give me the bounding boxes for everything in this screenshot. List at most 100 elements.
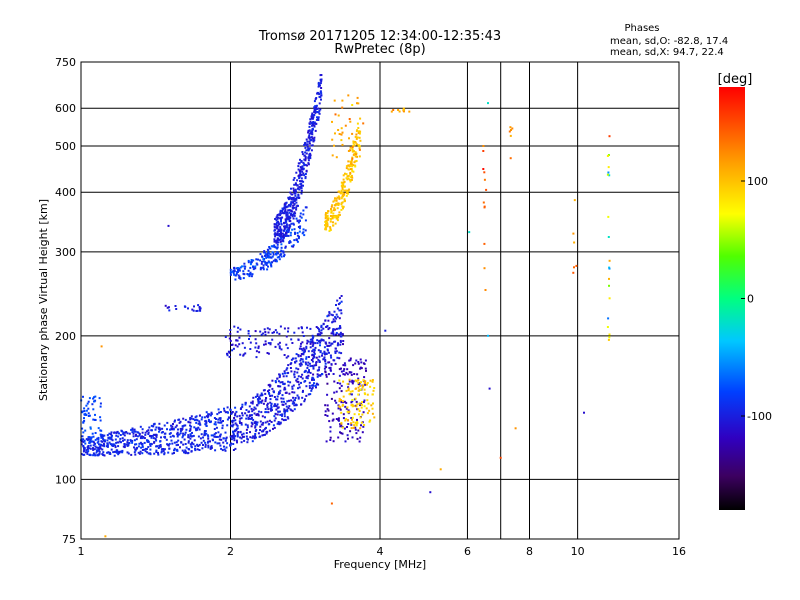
data-point	[354, 422, 357, 425]
data-point	[325, 222, 327, 225]
data-point	[227, 350, 230, 353]
data-point	[356, 422, 359, 425]
data-point	[311, 341, 314, 344]
data-point	[340, 181, 343, 184]
data-point	[346, 426, 348, 428]
data-point	[368, 409, 371, 412]
data-point	[318, 112, 321, 115]
data-point	[607, 215, 610, 218]
data-point	[358, 132, 361, 135]
data-point	[270, 264, 273, 267]
data-point	[331, 204, 334, 207]
data-point	[141, 437, 144, 440]
data-point	[236, 267, 239, 269]
data-point	[267, 423, 270, 426]
data-point	[343, 198, 346, 201]
data-point	[357, 389, 360, 392]
data-point	[311, 376, 314, 379]
data-point	[294, 231, 296, 234]
data-point	[259, 397, 261, 400]
data-point	[213, 423, 216, 426]
data-point	[273, 405, 276, 408]
data-point	[306, 145, 309, 148]
data-point	[307, 162, 310, 165]
data-point	[302, 162, 305, 165]
data-point	[214, 441, 217, 444]
data-point	[114, 450, 117, 453]
data-point	[252, 408, 255, 411]
data-point	[275, 223, 278, 226]
data-point	[351, 176, 354, 179]
data-point	[155, 426, 158, 429]
data-point	[277, 421, 280, 424]
data-point	[96, 441, 99, 444]
data-point	[297, 375, 300, 378]
data-point	[329, 226, 332, 229]
data-point	[278, 258, 281, 261]
data-point	[300, 160, 303, 162]
data-point	[266, 327, 269, 330]
data-point	[187, 441, 190, 444]
data-point	[330, 363, 333, 366]
data-point	[172, 428, 175, 431]
data-point	[92, 444, 95, 447]
data-point	[286, 416, 289, 419]
data-point	[361, 413, 364, 416]
data-point	[338, 309, 341, 312]
data-point	[302, 335, 305, 337]
data-point	[264, 331, 267, 333]
data-point	[317, 116, 320, 119]
data-point	[293, 399, 296, 402]
data-point	[338, 357, 341, 360]
data-point	[215, 426, 218, 429]
data-point	[342, 343, 344, 346]
data-point	[316, 111, 319, 113]
data-point	[115, 431, 118, 434]
data-point	[283, 229, 286, 232]
data-point	[351, 403, 354, 406]
data-point	[296, 240, 299, 243]
data-point	[245, 435, 248, 438]
data-point	[296, 380, 299, 383]
data-point	[179, 430, 182, 432]
x-tick-label: 16	[672, 545, 686, 558]
data-point	[341, 432, 344, 435]
data-point	[213, 428, 216, 430]
data-point	[332, 221, 334, 224]
data-point	[192, 434, 195, 437]
data-point	[113, 431, 116, 434]
data-point	[146, 451, 149, 454]
data-point	[292, 217, 295, 220]
data-point	[292, 204, 295, 207]
data-point	[322, 327, 325, 330]
data-point	[277, 216, 280, 219]
data-point	[310, 117, 313, 120]
data-point	[243, 262, 246, 265]
data-point	[120, 429, 123, 432]
data-point	[274, 260, 277, 263]
data-point	[482, 201, 485, 204]
data-point	[301, 349, 304, 352]
colorbar-tick-label: 0	[747, 293, 754, 306]
data-point	[157, 447, 160, 449]
data-point	[297, 355, 300, 358]
data-point	[305, 357, 308, 360]
data-point	[266, 404, 269, 407]
data-point	[328, 337, 331, 340]
data-point	[134, 430, 137, 433]
data-point	[332, 200, 335, 203]
data-point	[342, 400, 344, 403]
data-point	[266, 402, 269, 405]
data-point	[173, 420, 176, 423]
data-point	[157, 427, 160, 430]
data-point	[297, 380, 300, 383]
data-point	[295, 206, 298, 209]
data-point	[187, 434, 190, 437]
data-point	[305, 152, 308, 155]
data-point	[201, 416, 204, 419]
data-point	[312, 140, 315, 143]
data-point	[271, 331, 274, 334]
data-point	[280, 250, 283, 253]
data-point	[358, 402, 361, 405]
data-point	[356, 122, 359, 125]
